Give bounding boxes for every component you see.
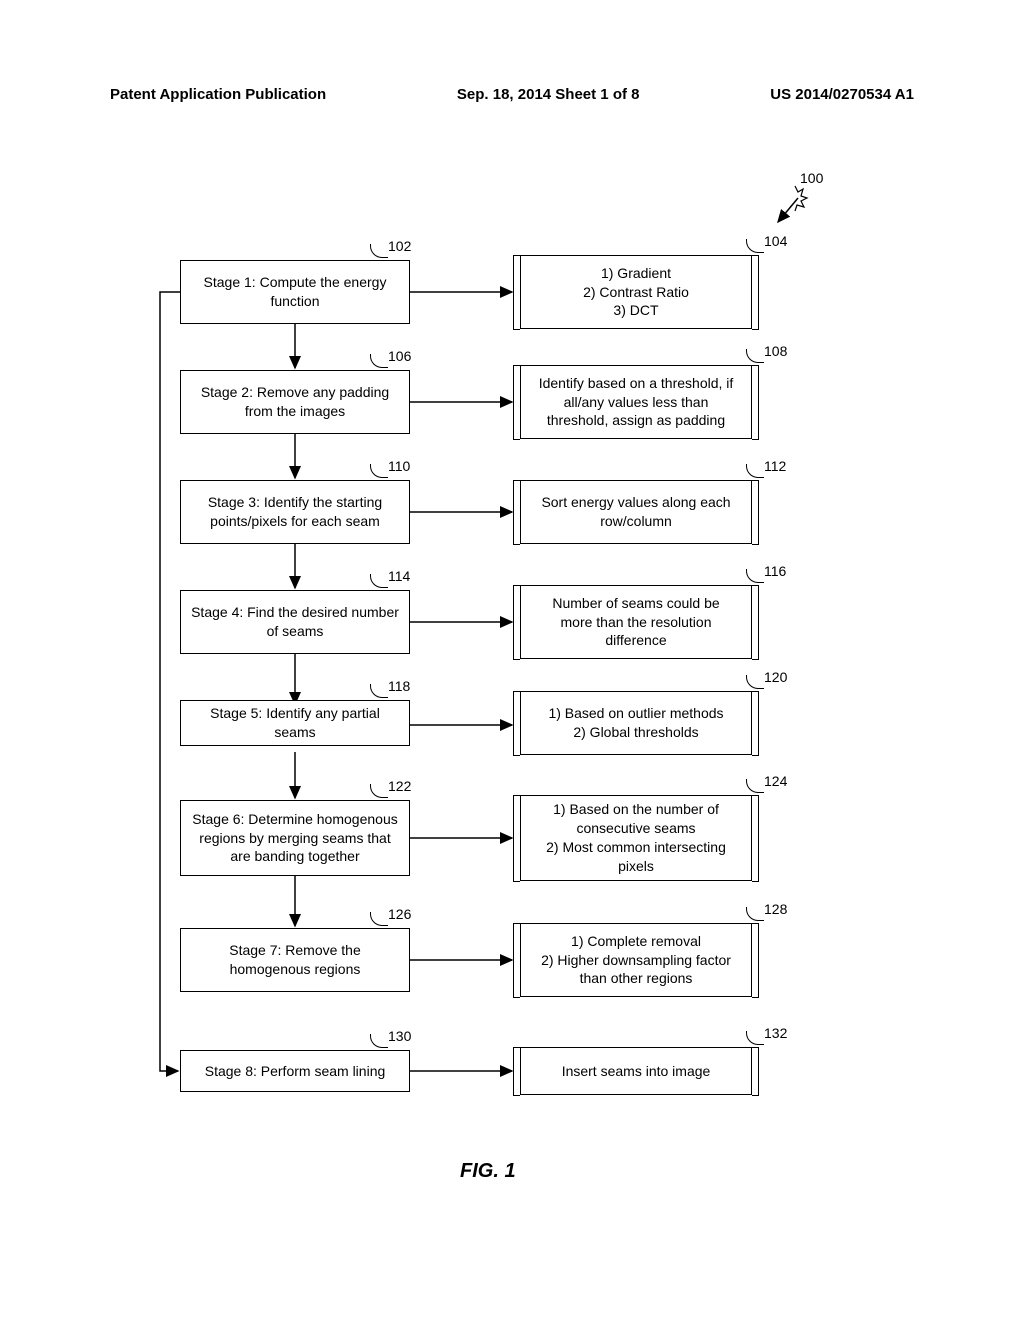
flowchart-diagram: 100 Stage 1: Compute the energy function…	[0, 150, 1024, 1250]
ref-curve	[746, 907, 764, 921]
stage-box: Stage 8: Perform seam lining	[180, 1050, 410, 1092]
note-box: 1) Gradient 2) Contrast Ratio 3) DCT	[520, 255, 752, 329]
stage-box: Stage 5: Identify any partial seams	[180, 700, 410, 746]
ref-label-left: 126	[388, 906, 411, 922]
stage-box: Stage 1: Compute the energy function	[180, 260, 410, 324]
note-box: 1) Complete removal 2) Higher downsampli…	[520, 923, 752, 997]
ref-label-right: 132	[764, 1025, 787, 1041]
ref-label-left: 114	[388, 568, 410, 584]
page-header: Patent Application Publication Sep. 18, …	[0, 86, 1024, 103]
figure-label: FIG. 1	[460, 1160, 516, 1183]
ref-overall: 100	[800, 170, 823, 186]
ref-label-right: 112	[764, 458, 786, 474]
note-box: 1) Based on outlier methods 2) Global th…	[520, 691, 752, 755]
ref-label-right: 104	[764, 233, 787, 249]
ref-curve	[746, 675, 764, 689]
ref-curve	[746, 239, 764, 253]
ref-curve	[370, 1034, 388, 1048]
ref-label-left: 102	[388, 238, 411, 254]
ref-curve	[370, 244, 388, 258]
note-box: 1) Based on the number of consecutive se…	[520, 795, 752, 881]
ref-curve	[746, 1031, 764, 1045]
note-box: Insert seams into image	[520, 1047, 752, 1095]
stage-box: Stage 7: Remove the homogenous regions	[180, 928, 410, 992]
arrow-layer	[0, 150, 1024, 1250]
stage-box: Stage 3: Identify the starting points/pi…	[180, 480, 410, 544]
note-box: Number of seams could be more than the r…	[520, 585, 752, 659]
stage-box: Stage 6: Determine homogenous regions by…	[180, 800, 410, 876]
ref-curve	[746, 349, 764, 363]
ref-label-right: 128	[764, 901, 787, 917]
ref-label-right: 108	[764, 343, 787, 359]
ref-label-left: 122	[388, 778, 411, 794]
ref-curve	[746, 464, 764, 478]
note-box: Sort energy values along each row/column	[520, 480, 752, 544]
ref-curve	[370, 464, 388, 478]
ref-label-right: 120	[764, 669, 787, 685]
ref-curve	[370, 912, 388, 926]
stage-box: Stage 4: Find the desired number of seam…	[180, 590, 410, 654]
ref-curve	[370, 354, 388, 368]
ref-label-left: 118	[388, 678, 410, 694]
ref-curve	[370, 684, 388, 698]
ref-label-left: 106	[388, 348, 411, 364]
header-center: Sep. 18, 2014 Sheet 1 of 8	[457, 86, 640, 103]
ref-label-left: 110	[388, 458, 410, 474]
ref-label-right: 124	[764, 773, 787, 789]
ref-label-left: 130	[388, 1028, 411, 1044]
stage-box: Stage 2: Remove any padding from the ima…	[180, 370, 410, 434]
ref-curve	[370, 784, 388, 798]
note-box: Identify based on a threshold, if all/an…	[520, 365, 752, 439]
header-left: Patent Application Publication	[110, 86, 326, 103]
ref-curve	[746, 779, 764, 793]
ref-curve	[746, 569, 764, 583]
header-right: US 2014/0270534 A1	[770, 86, 914, 103]
ref-label-right: 116	[764, 563, 786, 579]
ref-curve	[370, 574, 388, 588]
